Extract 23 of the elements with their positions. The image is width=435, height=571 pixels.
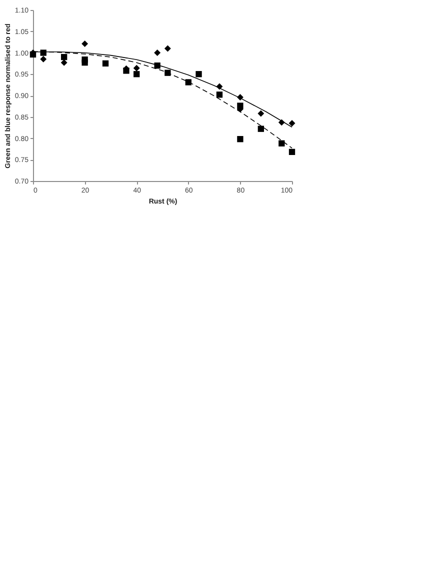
point bbox=[82, 60, 88, 66]
point bbox=[258, 126, 264, 132]
point bbox=[61, 54, 68, 60]
point bbox=[40, 56, 47, 62]
point bbox=[154, 50, 161, 56]
point bbox=[123, 68, 130, 74]
point bbox=[82, 40, 88, 48]
point bbox=[133, 64, 140, 72]
point bbox=[196, 71, 202, 78]
point bbox=[278, 140, 285, 146]
point bbox=[288, 148, 296, 156]
point bbox=[164, 45, 171, 52]
point bbox=[164, 70, 171, 76]
point bbox=[30, 51, 36, 58]
point bbox=[237, 136, 244, 142]
point bbox=[60, 59, 68, 66]
point bbox=[185, 79, 192, 86]
point bbox=[288, 120, 296, 127]
point bbox=[258, 110, 264, 117]
point bbox=[216, 92, 223, 98]
point bbox=[102, 60, 109, 67]
point bbox=[237, 102, 244, 109]
point bbox=[134, 71, 140, 78]
